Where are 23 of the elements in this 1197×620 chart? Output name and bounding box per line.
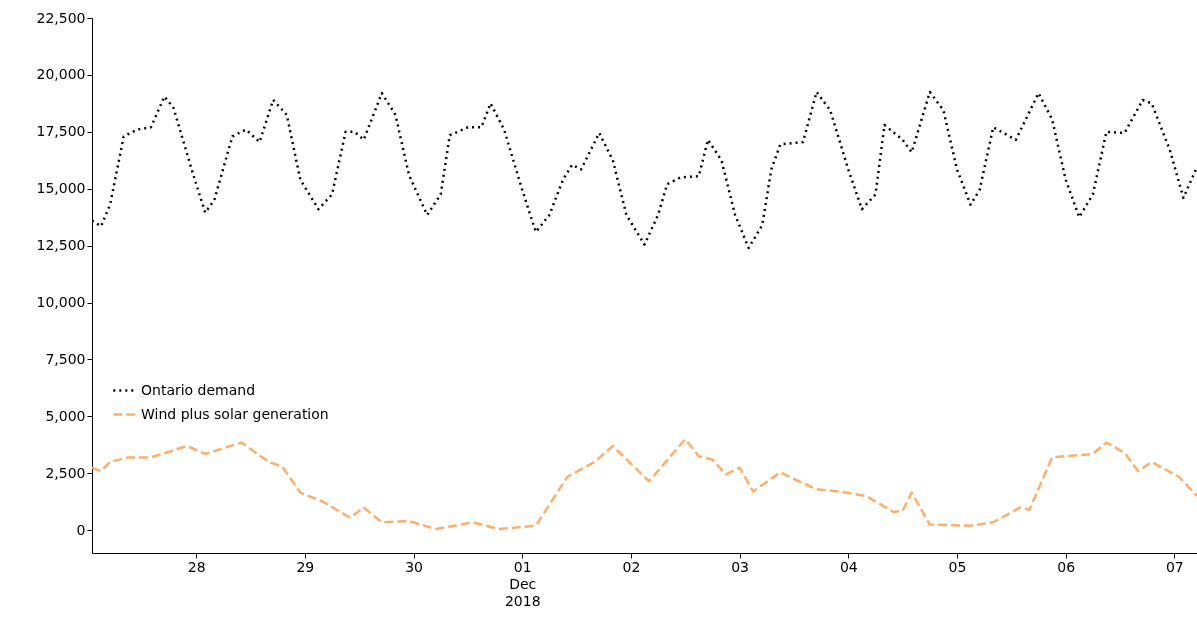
- x-tick-label: 05: [948, 558, 967, 575]
- y-tick-label: 12,500: [36, 237, 86, 254]
- x-tick-label: 04: [839, 558, 858, 575]
- x-tick-label: 01 Dec 2018: [504, 558, 541, 609]
- x-tick-label: 03: [731, 558, 750, 575]
- x-tick-label: 06: [1057, 558, 1076, 575]
- y-tick-label: 17,500: [36, 123, 86, 140]
- y-tick-label: 15,000: [36, 180, 86, 197]
- y-tick-label: 5,000: [45, 407, 86, 424]
- x-tick-label: 30: [405, 558, 423, 575]
- x-tick-label: 07: [1165, 558, 1184, 575]
- y-tick-label: 20,000: [36, 66, 86, 83]
- line-series: [92, 437, 1197, 531]
- legend-label: Wind plus solar generation: [141, 405, 329, 422]
- y-tick-label: 22,500: [36, 9, 86, 26]
- x-tick-label: 28: [187, 558, 206, 575]
- x-tick-label: 02: [622, 558, 641, 575]
- y-tick-label: 7,500: [45, 350, 86, 367]
- y-tick-label: 10,000: [36, 294, 86, 311]
- legend-label: Ontario demand: [141, 381, 256, 398]
- y-tick-label: 2,500: [45, 464, 86, 481]
- x-tick-label: 29: [296, 558, 315, 575]
- y-tick-label: 0: [76, 521, 86, 538]
